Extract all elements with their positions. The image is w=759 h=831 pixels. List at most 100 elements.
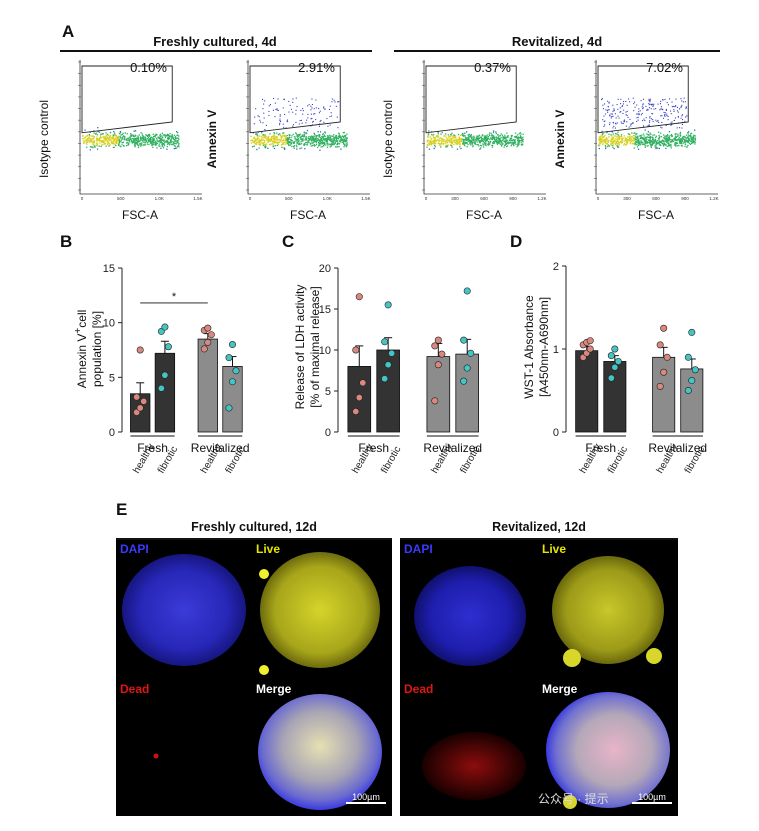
y-tick-label: 10	[319, 345, 331, 357]
data-point	[136, 346, 144, 354]
flow-xtick: 0	[81, 196, 84, 200]
y-tick-label: 5	[325, 386, 331, 398]
bar	[222, 365, 243, 433]
flow-gate-percent: 2.91%	[298, 60, 335, 75]
scale-label-right: 100µm	[638, 792, 666, 802]
label-merge-left: Merge	[256, 682, 292, 696]
label-live-left: Live	[256, 542, 281, 556]
data-point	[463, 287, 471, 295]
data-point	[352, 407, 360, 415]
micro-right-image	[414, 556, 670, 809]
group-label: Fresh	[585, 441, 616, 455]
panel-c-letter: C	[282, 232, 295, 251]
live-left-blob	[260, 552, 380, 668]
data-point	[352, 346, 360, 354]
data-point	[161, 371, 169, 379]
data-point	[586, 345, 594, 353]
flow-xtick: 600	[480, 196, 488, 200]
flow-gate-3	[425, 65, 517, 134]
bar	[575, 350, 599, 433]
y-tick-label: 0	[553, 427, 559, 439]
data-point	[463, 364, 471, 372]
data-point	[684, 386, 692, 394]
y-tick-label: 1	[553, 344, 559, 356]
data-point	[431, 397, 439, 405]
flow-xtick: 900	[681, 196, 689, 200]
flow-gate-4	[597, 65, 689, 134]
data-point	[434, 336, 442, 344]
flow-xtick: 1,5K	[361, 196, 370, 200]
data-point	[207, 331, 215, 339]
label-live-right: Live	[542, 542, 567, 556]
data-point	[467, 349, 475, 357]
micro-left-block: DAPI Live Dead Merge 100µm	[116, 540, 392, 816]
data-point	[431, 342, 439, 350]
panel-a-letter: A	[62, 22, 75, 41]
flow-xtick: 300	[623, 196, 631, 200]
flow-group1-title: Freshly cultured, 4d	[153, 34, 277, 49]
group-label: Fresh	[358, 441, 389, 455]
panel-e-letter: E	[116, 500, 128, 519]
merge-right-blob	[546, 692, 670, 808]
data-point	[229, 378, 237, 386]
data-point	[384, 361, 392, 369]
data-point	[660, 368, 668, 376]
group-label: Revitalized	[648, 441, 707, 455]
label-merge-right: Merge	[542, 682, 578, 696]
dapi-right-blob	[414, 566, 526, 666]
data-point	[684, 353, 692, 361]
flow-gate-percent: 0.37%	[474, 60, 511, 75]
data-point	[225, 404, 233, 412]
scale-bar-right	[632, 802, 672, 804]
data-point	[656, 341, 664, 349]
y-tick-label: 2	[553, 261, 559, 273]
flow-xtick: 0	[597, 196, 600, 200]
flow-group1-rule	[60, 50, 372, 52]
bar	[154, 352, 176, 433]
data-point	[204, 324, 212, 332]
significance-star: *	[172, 291, 177, 303]
panel-d-letter: D	[510, 232, 523, 251]
flow-gate-1	[81, 65, 173, 134]
data-point	[200, 345, 208, 353]
data-point	[133, 393, 141, 401]
bar	[603, 361, 627, 433]
flow-xtick: 0	[249, 196, 252, 200]
bar	[197, 338, 218, 433]
data-point	[384, 301, 392, 309]
data-point	[691, 366, 699, 374]
data-point	[355, 394, 363, 402]
data-point	[136, 404, 144, 412]
data-point	[660, 324, 668, 332]
group-label: Revitalized	[191, 441, 250, 455]
data-point	[688, 377, 696, 385]
live-right-blob	[552, 556, 664, 664]
flow-plot-2: 0 500 1,0K 1,5K	[246, 60, 371, 200]
micro-left-title: Freshly cultured, 12d	[191, 520, 317, 534]
watermark: 公众号 · 提示	[538, 792, 609, 806]
y-tick-label: 10	[103, 318, 115, 330]
data-point	[381, 338, 389, 346]
flow-gate-percent: 0.10%	[130, 60, 167, 75]
flow-xtick: 300	[451, 196, 459, 200]
group-label: Revitalized	[423, 441, 482, 455]
flow-xtick: 500	[285, 196, 293, 200]
flow-xtick: 600	[652, 196, 660, 200]
data-point	[140, 397, 148, 405]
y-tick-label: 20	[319, 263, 331, 275]
y-tick-label: 5	[109, 372, 115, 384]
flow-xlabel: FSC-A	[638, 208, 674, 222]
flow-xlabel: FSC-A	[122, 208, 158, 222]
data-point	[611, 345, 619, 353]
flow-xtick: 500	[117, 196, 125, 200]
data-point	[614, 357, 622, 365]
dapi-left-blob	[122, 554, 246, 666]
label-dapi-left: DAPI	[120, 542, 149, 556]
data-point	[355, 293, 363, 301]
data-point	[688, 328, 696, 336]
flow-group2-title: Revitalized, 4d	[511, 34, 603, 49]
data-point	[232, 367, 240, 375]
data-point	[229, 341, 237, 349]
flow-xtick: 0	[425, 196, 428, 200]
